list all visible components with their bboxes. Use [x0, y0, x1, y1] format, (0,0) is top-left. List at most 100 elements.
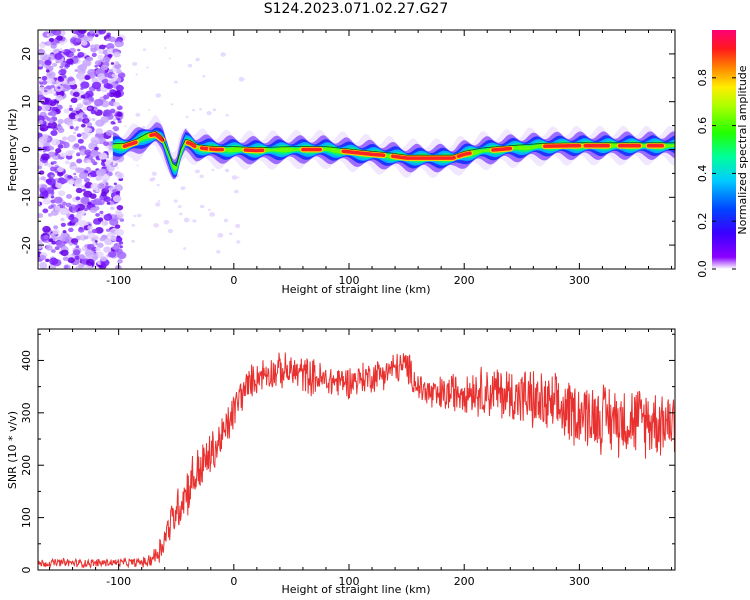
noise-blob [106, 42, 115, 50]
noise-blob [199, 174, 204, 179]
noise-blob [75, 204, 80, 209]
noise-blob [92, 198, 102, 206]
noise-blob [153, 223, 160, 228]
noise-blob [110, 236, 117, 242]
noise-blob [54, 53, 63, 60]
snr-y-tick-label: 300 [20, 402, 33, 423]
noise-blob [45, 40, 52, 46]
noise-blob [60, 231, 69, 238]
noise-blob [43, 162, 48, 166]
noise-blob [114, 209, 122, 216]
noise-blob [59, 48, 63, 52]
noise-blob [211, 168, 215, 171]
noise-blob [46, 177, 56, 186]
noise-blob [105, 129, 114, 136]
snr-x-tick-label: 0 [230, 575, 237, 588]
noise-blob [62, 74, 67, 78]
noise-blob [216, 250, 221, 254]
noise-blob [110, 62, 115, 65]
noise-blob [238, 76, 245, 82]
noise-blob [94, 60, 102, 66]
noise-blob [180, 186, 186, 191]
noise-blob [236, 240, 241, 244]
noise-blob [90, 44, 96, 49]
noise-blob [103, 179, 108, 183]
noise-blob [81, 40, 88, 46]
noise-blob [69, 37, 78, 44]
ridge-hot [209, 147, 225, 152]
noise-blob [117, 119, 122, 124]
noise-blob [112, 126, 120, 132]
noise-blob [69, 52, 75, 57]
noise-blob [177, 205, 182, 209]
noise-blob [38, 105, 42, 112]
noise-blob [103, 246, 112, 253]
noise-blob [73, 242, 78, 246]
noise-blob [90, 136, 100, 145]
colorbar-label: Normalized spectral amplitude [736, 65, 749, 234]
noise-blob [84, 149, 92, 156]
snr-y-ticks: 0 100 200 300 400 [20, 333, 675, 574]
noise-blob [100, 213, 105, 217]
noise-blob [90, 158, 96, 163]
noise-blob [65, 194, 73, 199]
noise-blob [77, 227, 85, 233]
noise-blob [45, 258, 50, 263]
spectrogram-y-tick-label: 0 [20, 146, 33, 153]
noise-blob [80, 123, 86, 128]
noise-blob [64, 160, 70, 165]
ridge-band [112, 132, 675, 173]
noise-blob [237, 176, 240, 179]
noise-blob [113, 101, 120, 107]
noise-blob [46, 117, 51, 121]
noise-blob [149, 178, 154, 182]
noise-blob [43, 234, 49, 240]
noise-blob [40, 176, 46, 181]
noise-blob [95, 176, 102, 182]
noise-blob [38, 202, 41, 206]
noise-blob [75, 167, 83, 174]
noise-blob [155, 93, 162, 98]
noise-blob [76, 158, 83, 164]
noise-blob [100, 256, 108, 262]
noise-blob [114, 224, 121, 229]
spectrogram-y-tick-label: 20 [20, 47, 33, 61]
noise-blob [87, 225, 93, 230]
noise-blob [73, 172, 77, 176]
noise-blob [49, 146, 55, 151]
noise-blob [212, 108, 217, 112]
noise-blob [80, 95, 85, 99]
noise-blob [68, 215, 75, 221]
noise-blob [45, 187, 55, 194]
noise-blob [47, 213, 53, 217]
noise-blob [68, 112, 77, 120]
noise-blob [49, 110, 57, 117]
noise-blob [115, 236, 123, 243]
noise-blob [50, 130, 58, 136]
noise-blob [77, 117, 83, 122]
noise-blob [100, 116, 110, 123]
noise-blob [49, 257, 59, 265]
noise-blob [136, 213, 142, 218]
noise-blob [83, 207, 88, 212]
noise-blob [119, 245, 123, 249]
noise-blob [80, 185, 85, 189]
noise-blob [231, 175, 238, 180]
snr-x-tick-label: -100 [106, 575, 131, 588]
noise-blob [72, 91, 80, 98]
noise-blob [170, 103, 174, 106]
noise-blob [73, 143, 80, 148]
noise-blob [93, 98, 104, 107]
noise-blob [148, 109, 151, 112]
noise-blob [111, 233, 115, 236]
noise-blob [105, 182, 109, 186]
noise-blob [183, 247, 187, 250]
noise-blob [39, 254, 47, 261]
noise-blob [116, 167, 119, 169]
noise-blob [57, 171, 64, 177]
noise-blob [57, 86, 61, 89]
noise-blob [112, 188, 117, 193]
noise-blob [79, 212, 85, 217]
noise-blob [44, 89, 48, 93]
noise-blob [95, 189, 100, 193]
